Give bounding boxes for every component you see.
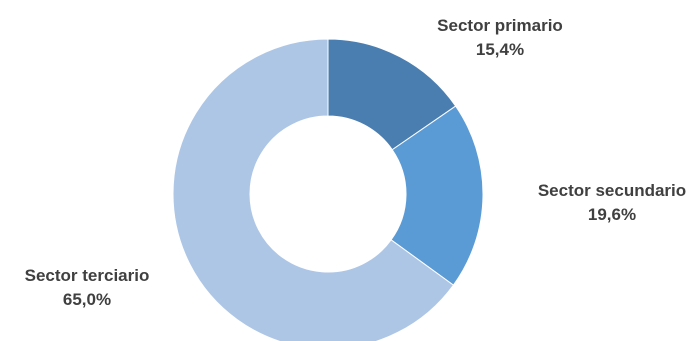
slice-label-value: 15,4% — [476, 40, 524, 59]
slice-label-value: 65,0% — [63, 290, 111, 309]
slice-label-sector-terciario: Sector terciario 65,0% — [25, 266, 150, 309]
donut-slice-sector-terciario — [172, 38, 455, 341]
labels-layer: Sector primario 15,4% Sector secundario 19,… — [25, 16, 687, 309]
slice-label-sector-primario: Sector primario 15,4% — [437, 16, 563, 59]
slice-label-name: Sector secundario — [538, 181, 686, 200]
donut-slice-sector-secundario — [390, 105, 484, 286]
slice-label-value: 19,6% — [588, 205, 636, 224]
slice-label-name: Sector primario — [437, 16, 563, 35]
slice-label-name: Sector terciario — [25, 266, 150, 285]
slices-layer — [172, 38, 484, 341]
slice-label-sector-secundario: Sector secundario 19,6% — [538, 181, 686, 224]
